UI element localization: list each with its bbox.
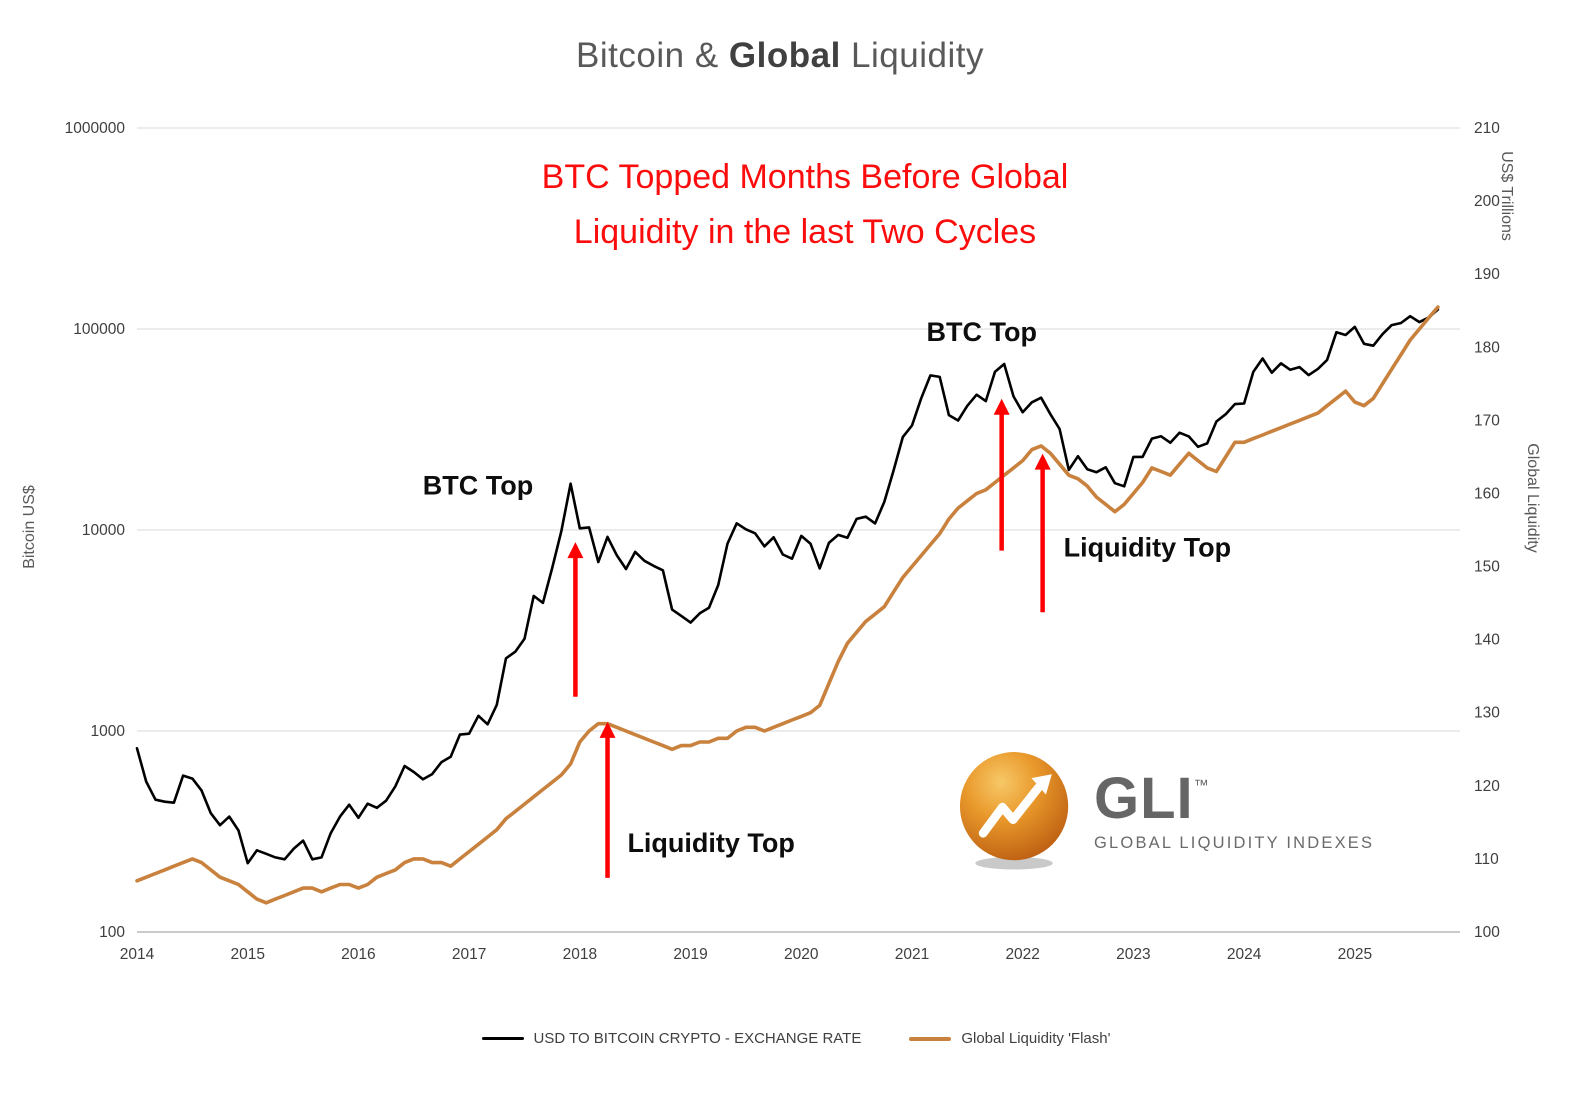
right-axis-tick-label: 110 (1474, 851, 1499, 868)
left-axis-tick-label: 100000 (73, 321, 125, 338)
right-axis-tick-label: 140 (1474, 632, 1500, 649)
x-axis-tick-label: 2020 (784, 946, 819, 963)
x-axis-tick-label: 2018 (563, 946, 597, 963)
annotation-arrowhead (567, 542, 584, 559)
right-axis-title-trillions: US$ Trillions (1498, 151, 1515, 241)
left-axis-tick-label: 100 (99, 924, 125, 941)
logo-text: GLI™ GLOBAL LIQUIDITY INDEXES (1094, 769, 1375, 853)
annotation-label: BTC Top (423, 471, 533, 501)
right-axis-tick-label: 180 (1474, 339, 1500, 356)
left-axis-tick-label: 1000000 (65, 120, 126, 137)
right-axis-tick-label: 210 (1474, 120, 1500, 137)
legend-label-liquidity: Global Liquidity 'Flash' (961, 1030, 1111, 1047)
legend-label-btc: USD TO BITCOIN CRYPTO - EXCHANGE RATE (533, 1030, 862, 1047)
title-bold: Global (728, 36, 841, 75)
right-axis-tick-label: 170 (1474, 412, 1500, 429)
annotation-label: Liquidity Top (1064, 532, 1231, 562)
x-axis-tick-label: 2014 (120, 946, 155, 963)
gli-logo: GLI™ GLOBAL LIQUIDITY INDEXES (958, 748, 1374, 874)
left-axis-tick-label: 10000 (82, 522, 125, 539)
logo-shadow (975, 856, 1053, 870)
right-axis-tick-label: 100 (1474, 924, 1500, 941)
page-title: Bitcoin & Global Liquidity (576, 36, 984, 76)
x-axis-tick-label: 2021 (895, 946, 929, 963)
x-axis-tick-label: 2017 (452, 946, 486, 963)
x-axis-tick-label: 2025 (1338, 946, 1372, 963)
logo-wordmark: GLI™ (1094, 769, 1374, 828)
left-axis-tick-label: 1000 (91, 723, 126, 740)
right-axis-tick-label: 120 (1474, 778, 1500, 795)
logo-trademark: ™ (1193, 776, 1209, 794)
title-suffix: Liquidity (840, 36, 984, 75)
right-axis-title-liquidity: Global Liquidity (1524, 443, 1541, 553)
liquidity-line-swatch (909, 1036, 952, 1041)
btc-price-line (135, 308, 1440, 865)
right-axis-tick-label: 150 (1474, 559, 1500, 576)
legend-item-btc: USD TO BITCOIN CRYPTO - EXCHANGE RATE (481, 1030, 862, 1047)
annotation-arrowhead (1034, 453, 1051, 470)
logo-name-text: GLI (1094, 765, 1194, 831)
title-prefix: Bitcoin & (576, 36, 729, 75)
annotation-arrowhead (993, 398, 1010, 415)
x-axis-tick-label: 2024 (1227, 946, 1262, 963)
logo-sphere (959, 752, 1069, 861)
legend-item-liquidity: Global Liquidity 'Flash' (909, 1030, 1110, 1047)
right-axis-tick-label: 190 (1474, 266, 1500, 283)
gli-globe-icon (959, 752, 1069, 870)
chart-headline: BTC Topped Months Before Global Liquidit… (542, 150, 1069, 260)
annotation-label: Liquidity Top (627, 828, 794, 858)
left-axis-title: Bitcoin US$ (21, 485, 38, 569)
x-axis-tick-label: 2023 (1116, 946, 1150, 963)
x-axis-tick-label: 2016 (341, 946, 375, 963)
legend: USD TO BITCOIN CRYPTO - EXCHANGE RATE Gl… (0, 1030, 1592, 1047)
x-axis-tick-label: 2022 (1005, 946, 1039, 963)
annotation-label: BTC Top (926, 317, 1036, 347)
x-axis-tick-label: 2019 (673, 946, 707, 963)
global-liquidity-line (135, 305, 1440, 905)
btc-line-swatch (481, 1037, 524, 1040)
right-axis-tick-label: 200 (1474, 193, 1500, 210)
logo-tagline: GLOBAL LIQUIDITY INDEXES (1094, 833, 1375, 852)
x-axis-tick-label: 2015 (230, 946, 264, 963)
annotation-arrowhead (599, 721, 616, 738)
headline-line-1: BTC Topped Months Before Global (541, 158, 1069, 196)
logo-trend-line (978, 783, 1043, 838)
right-axis-tick-label: 160 (1474, 485, 1500, 502)
logo-arrowhead (1031, 774, 1052, 795)
right-axis-tick-label: 130 (1474, 705, 1500, 722)
headline-line-2: Liquidity in the last Two Cycles (573, 213, 1037, 252)
